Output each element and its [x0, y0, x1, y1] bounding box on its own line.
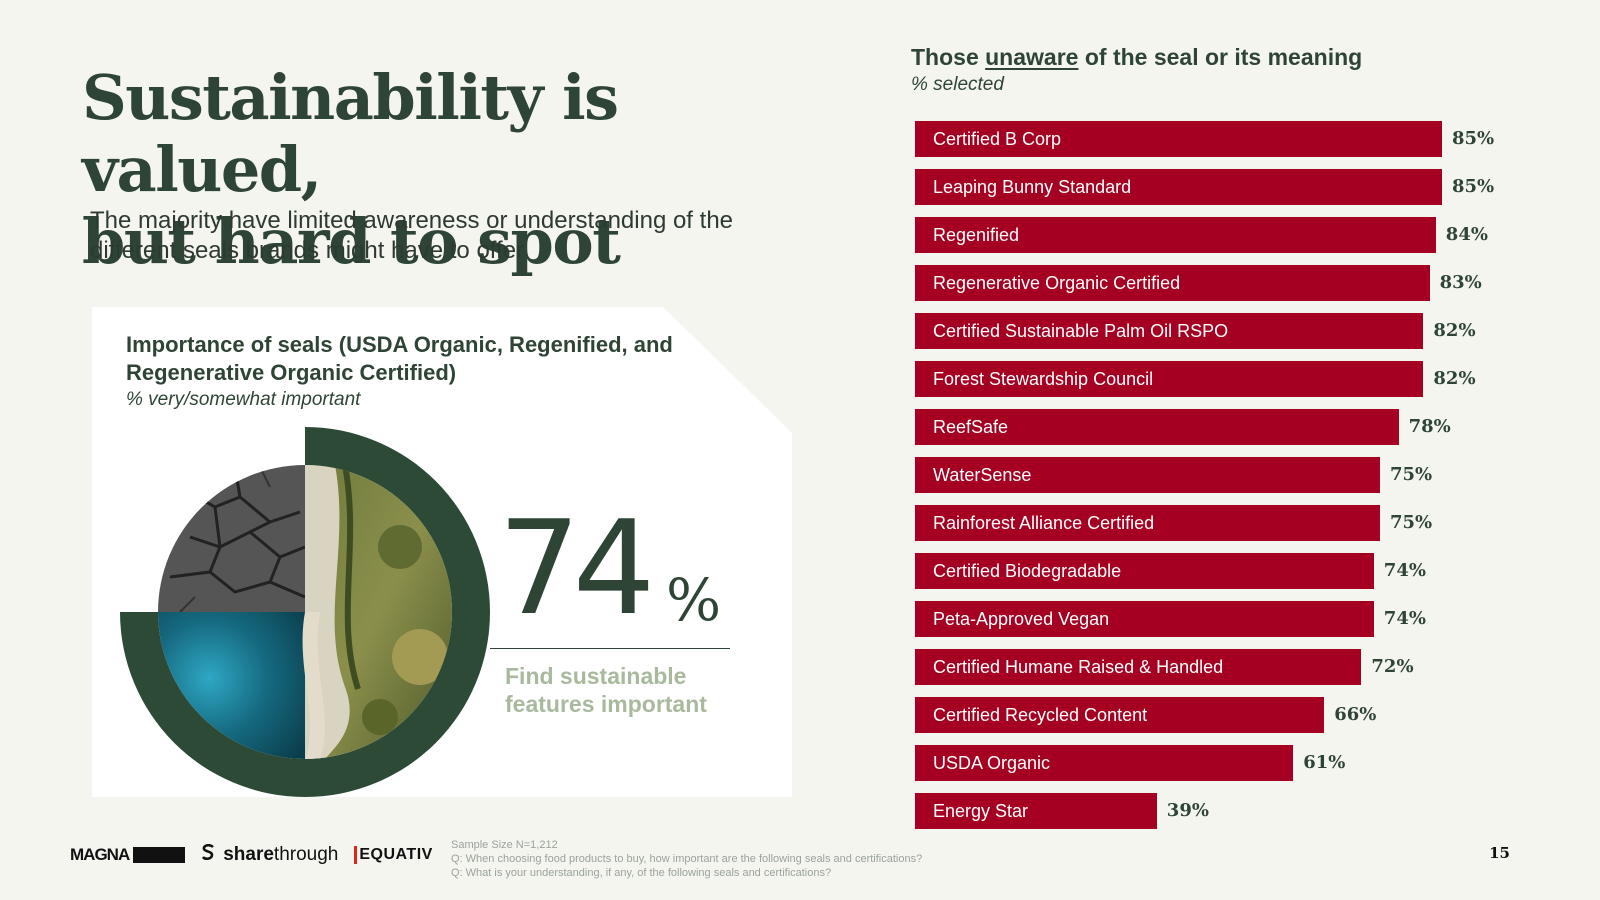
bar-label: USDA Organic [933, 753, 1051, 773]
bar [915, 409, 1399, 445]
sharethrough-s-icon [201, 843, 215, 866]
bar [915, 697, 1325, 733]
bar-value-label: 72% [1371, 656, 1414, 677]
bar [915, 169, 1442, 205]
importance-big-label: Find sustainable features important [505, 663, 707, 717]
footnote-question-1: Q: When choosing food products to buy, h… [451, 853, 923, 865]
chart-title-emphasis: unaware [985, 44, 1079, 70]
partner-logos: MAGNA sharethrough EQUATIV [70, 843, 433, 867]
bar-value-label: 75% [1390, 512, 1433, 533]
bar-label: Energy Star [933, 801, 1029, 821]
slide-title: Sustainability is valued, but hard to sp… [82, 62, 842, 278]
bar [915, 313, 1424, 349]
bar-value-label: 75% [1390, 464, 1433, 485]
bar-label: Forest Stewardship Council [933, 369, 1154, 389]
bar-label: Regenerative Organic Certified [933, 273, 1181, 293]
slide-title-line-1: Sustainability is valued, [82, 61, 619, 206]
bar-label: Certified Recycled Content [933, 705, 1148, 725]
bar-value-label: 85% [1452, 176, 1495, 197]
bar-label: Rainforest Alliance Certified [933, 513, 1155, 533]
importance-subtitle: % very/somewhat important [126, 389, 361, 410]
slide-subtitle: The majority have limited awareness or u… [90, 207, 734, 264]
bar-label: Certified Sustainable Palm Oil RSPO [933, 321, 1229, 341]
equativ-logo: EQUATIV [354, 846, 432, 864]
bar-label: Certified Biodegradable [933, 561, 1122, 581]
bar-value-label: 82% [1433, 368, 1476, 389]
page-number: 15 [1489, 844, 1510, 862]
slide-title-line-2: but hard to spot [82, 205, 621, 278]
bar [915, 793, 1157, 829]
chart-title-suffix: of the seal or its meaning [1084, 44, 1363, 70]
big-number-divider [490, 648, 730, 649]
bar [915, 601, 1374, 637]
sharethrough-logo-bold: share [223, 844, 274, 865]
bar [915, 649, 1362, 685]
bar-value-label: 61% [1303, 752, 1346, 773]
bar [915, 745, 1294, 781]
importance-percent-sign: % [666, 566, 722, 634]
bar-label: Certified Humane Raised & Handled [933, 657, 1224, 677]
bar-label: WaterSense [933, 465, 1032, 485]
footnote-question-2: Q: What is your understanding, if any, o… [451, 867, 832, 879]
bar-label: Leaping Bunny Standard [933, 177, 1132, 197]
bar [915, 217, 1436, 253]
bar-value-label: 74% [1383, 560, 1426, 581]
bar-value-label: 83% [1439, 272, 1482, 293]
bar-value-label: 84% [1445, 224, 1488, 245]
bar-label: Certified B Corp [933, 129, 1062, 149]
bar [915, 505, 1380, 541]
sharethrough-logo-rest: through [273, 844, 339, 865]
bar-value-label: 78% [1408, 416, 1451, 437]
bar [915, 265, 1430, 301]
footnote-sample-size: Sample Size N=1,212 [451, 839, 558, 851]
sharethrough-logo: sharethrough [201, 843, 339, 866]
bar-value-label: 66% [1334, 704, 1377, 725]
chart-subtitle: % selected [911, 74, 1004, 95]
importance-panel: Importance of seals (USDA Organic, Regen… [92, 307, 792, 797]
chart-title: Those unaware of the seal or its meaning [911, 44, 1362, 71]
bar [915, 121, 1442, 157]
bar [915, 553, 1374, 589]
importance-title: Importance of seals (USDA Organic, Regen… [126, 332, 673, 385]
bar-value-label: 85% [1452, 128, 1495, 149]
magna-logo: MAGNA [70, 845, 186, 865]
footnotes: Sample Size N=1,212 Q: When choosing foo… [451, 838, 922, 880]
magna-logo-text: MAGNA [70, 845, 130, 864]
bar-value-label: 82% [1433, 320, 1476, 341]
bar [915, 457, 1380, 493]
importance-big-number: 74 [498, 492, 655, 644]
bar-label: ReefSafe [933, 417, 1009, 437]
bar [915, 361, 1424, 397]
magna-logo-block [133, 847, 186, 863]
earth-globe-illustration [120, 427, 490, 797]
chart-title-prefix: Those [911, 44, 979, 70]
bar-value-label: 39% [1166, 800, 1209, 821]
bar-value-label: 74% [1383, 608, 1426, 629]
bar-label: Regenified [933, 225, 1020, 245]
bar-label: Peta-Approved Vegan [933, 609, 1110, 629]
